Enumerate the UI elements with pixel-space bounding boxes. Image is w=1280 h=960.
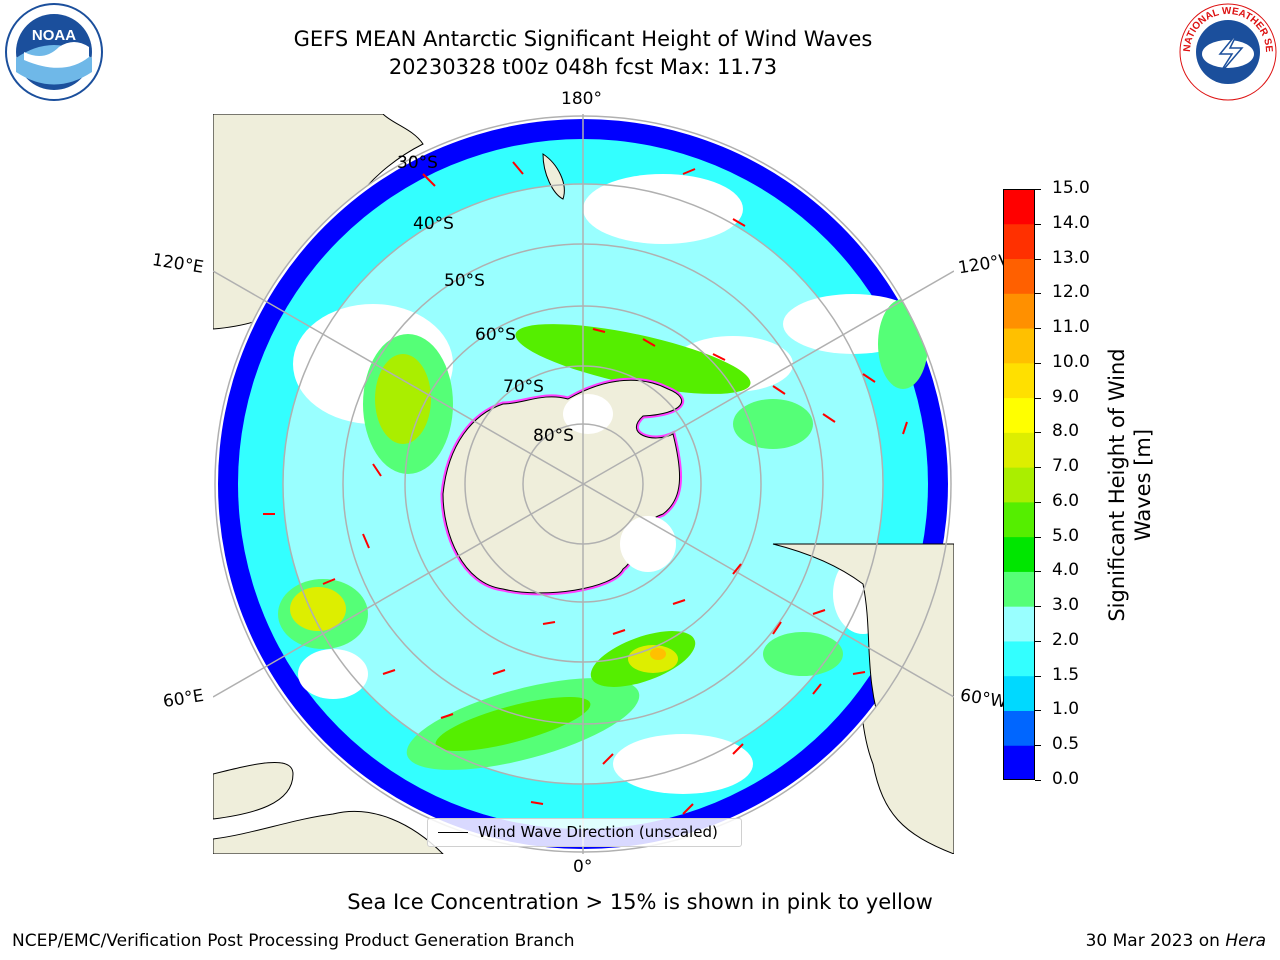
colorbar-bin <box>1003 432 1035 468</box>
colorbar-tick-label: 14.0 <box>1052 212 1090 233</box>
colorbar-tick-label: 8.0 <box>1052 421 1080 442</box>
colorbar-tick-mark <box>1035 675 1041 677</box>
colorbar-bin <box>1003 571 1035 607</box>
colorbar-tick-mark <box>1035 223 1041 225</box>
map-title: GEFS MEAN Antarctic Significant Height o… <box>293 27 873 51</box>
colorbar-label-line1: Significant Height of Wind <box>1105 348 1129 622</box>
colorbar-tick-mark <box>1035 640 1041 642</box>
colorbar-tick-label: 11.0 <box>1052 317 1090 338</box>
colorbar-tick-label: 4.0 <box>1052 560 1080 581</box>
noaa-logo: NOAA <box>5 3 103 101</box>
colorbar-tick-mark <box>1035 606 1041 608</box>
legend-label: Wind Wave Direction (unscaled) <box>478 823 718 841</box>
colorbar-tick-label: 1.5 <box>1052 664 1080 685</box>
generated-date: 30 Mar 2023 on Hera <box>1086 931 1266 951</box>
nws-logo: NATIONAL WEATHER SERVICE <box>1178 2 1277 101</box>
colorbar-bin <box>1003 640 1035 677</box>
colorbar-tick-label: 6.0 <box>1052 490 1080 511</box>
colorbar <box>1003 189 1035 780</box>
colorbar-tick-label: 10.0 <box>1052 351 1090 372</box>
colorbar-bin <box>1003 710 1035 746</box>
colorbar-bin <box>1003 675 1035 711</box>
map-subtitle: 20230328 t00z 048h fcst Max: 11.73 <box>388 55 778 79</box>
colorbar-label: Significant Height of Wind Waves [m] <box>1104 295 1156 675</box>
colorbar-tick-label: 9.0 <box>1052 386 1080 407</box>
noaa-logo-text: NOAA <box>32 27 76 44</box>
colorbar-tick-mark <box>1035 397 1041 399</box>
colorbar-tick-mark <box>1035 571 1041 573</box>
sea-ice-note: Sea Ice Concentration > 15% is shown in … <box>347 890 933 914</box>
wind-wave-direction-arrows <box>263 161 908 815</box>
colorbar-bin <box>1003 397 1035 433</box>
lon-label-180: 180° <box>563 114 604 115</box>
map-legend: Wind Wave Direction (unscaled) <box>427 818 742 847</box>
colorbar-tick-label: 3.0 <box>1052 595 1080 616</box>
colorbar-tick-label: 2.0 <box>1052 629 1080 650</box>
colorbar-tick-label: 5.0 <box>1052 525 1080 546</box>
colorbar-tick-mark <box>1035 501 1041 503</box>
colorbar-bin <box>1003 467 1035 503</box>
producer-credit: NCEP/EMC/Verification Post Processing Pr… <box>12 931 575 951</box>
colorbar-bin <box>1003 293 1035 329</box>
colorbar-tick-mark <box>1035 467 1041 469</box>
colorbar-bin <box>1003 189 1035 225</box>
colorbar-tick-mark <box>1035 189 1041 190</box>
colorbar-tick-mark <box>1035 780 1041 781</box>
colorbar-tick-mark <box>1035 745 1041 747</box>
colorbar-bin <box>1003 606 1035 642</box>
colorbar-tick-mark <box>1035 328 1041 330</box>
generated-host: Hera <box>1225 931 1266 951</box>
lat-label-40s: 40°S <box>413 214 454 234</box>
colorbar-bin <box>1003 501 1035 538</box>
lat-label-30s: 30°S <box>397 153 438 173</box>
colorbar-bin <box>1003 328 1035 364</box>
colorbar-tick-label: 0.0 <box>1052 769 1080 789</box>
lon-label-60e: 60°E <box>161 685 206 713</box>
colorbar-tick-label: 13.0 <box>1052 247 1090 268</box>
colorbar-tick-mark <box>1035 258 1041 260</box>
colorbar-tick-mark <box>1035 362 1041 364</box>
map-panel: 180° 30°S 40°S 50°S 60°S 70°S 80°S <box>213 114 954 854</box>
colorbar-tick-mark <box>1035 710 1041 712</box>
lat-label-50s: 50°S <box>444 271 485 291</box>
colorbar-bin <box>1003 536 1035 572</box>
colorbar-bin <box>1003 362 1035 399</box>
lat-label-70s: 70°S <box>503 377 544 397</box>
colorbar-bin <box>1003 258 1035 294</box>
legend-line-swatch <box>438 832 468 833</box>
lon-label-0: 0° <box>573 857 593 877</box>
colorbar-tick-label: 7.0 <box>1052 456 1080 477</box>
colorbar-tick-mark <box>1035 293 1041 295</box>
colorbar-bin <box>1003 745 1035 780</box>
colorbar-tick-mark <box>1035 536 1041 538</box>
graticule <box>213 114 954 854</box>
colorbar-tick-mark <box>1035 432 1041 434</box>
colorbar-bin <box>1003 223 1035 260</box>
lat-label-60s: 60°S <box>475 325 516 345</box>
colorbar-tick-label: 15.0 <box>1052 178 1090 198</box>
colorbar-tick-label: 12.0 <box>1052 282 1090 303</box>
generated-date-text: 30 Mar 2023 on <box>1085 931 1226 951</box>
lon-label-120e: 120°E <box>150 250 205 278</box>
lon-label-180-top: 180° <box>561 89 602 109</box>
lat-label-80s: 80°S <box>533 426 574 446</box>
colorbar-tick-label: 1.0 <box>1052 699 1080 720</box>
colorbar-tick-label: 0.5 <box>1052 734 1080 755</box>
colorbar-label-line2: Waves [m] <box>1131 428 1155 542</box>
lon-label-60w: 60°W <box>958 685 1009 713</box>
